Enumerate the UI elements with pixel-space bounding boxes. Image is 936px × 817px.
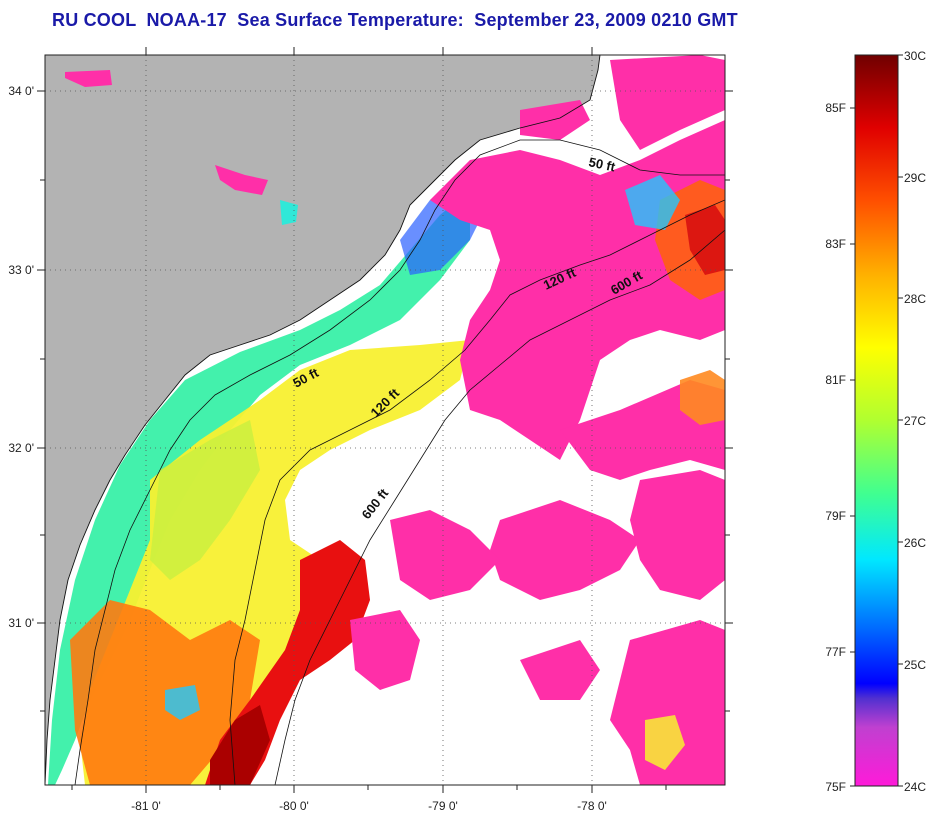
scale-c-29: 29C [904,171,926,185]
color-scale-bar: 85F 83F 81F 79F 77F 75F 30C 29C 28C 27C … [825,49,926,794]
map-panel [45,55,725,785]
lat-label-33: 33 0' [8,263,34,277]
scale-f-81: 81F [825,373,846,387]
scale-f-77: 77F [825,645,846,659]
contour-label-50ft-north: 50 ft [587,154,617,174]
scale-f-85: 85F [825,101,846,115]
scale-c-25: 25C [904,658,926,672]
coastline [45,55,601,785]
isobath-50ft [74,139,725,785]
lon-label-79: -79 0' [428,799,458,813]
scale-c-28: 28C [904,292,926,306]
isobath-120ft [229,199,725,785]
isobath-600ft [274,229,725,785]
lon-label-78: -78 0' [577,799,607,813]
sst-field [48,55,725,785]
color-scale-gradient [854,54,899,787]
scale-f-83: 83F [825,237,846,251]
gridlines [45,55,725,785]
map-frame [44,54,726,786]
color-scale-ticks [850,54,903,787]
frame-ticks [37,47,733,793]
scale-f-75: 75F [825,780,846,794]
scale-c-30: 30C [904,49,926,63]
scale-c-24: 24C [904,780,926,794]
map-title: RU COOL NOAA-17 Sea Surface Temperature:… [52,10,738,30]
lat-label-32: 32 0' [8,441,34,455]
lon-label-81: -81 0' [131,799,161,813]
lat-label-34: 34 0' [8,84,34,98]
lon-label-80: -80 0' [279,799,309,813]
scale-f-79: 79F [825,509,846,523]
scale-c-26: 26C [904,536,926,550]
scale-c-27: 27C [904,414,926,428]
lat-label-31: 31 0' [8,616,34,630]
land-mass [45,55,600,785]
